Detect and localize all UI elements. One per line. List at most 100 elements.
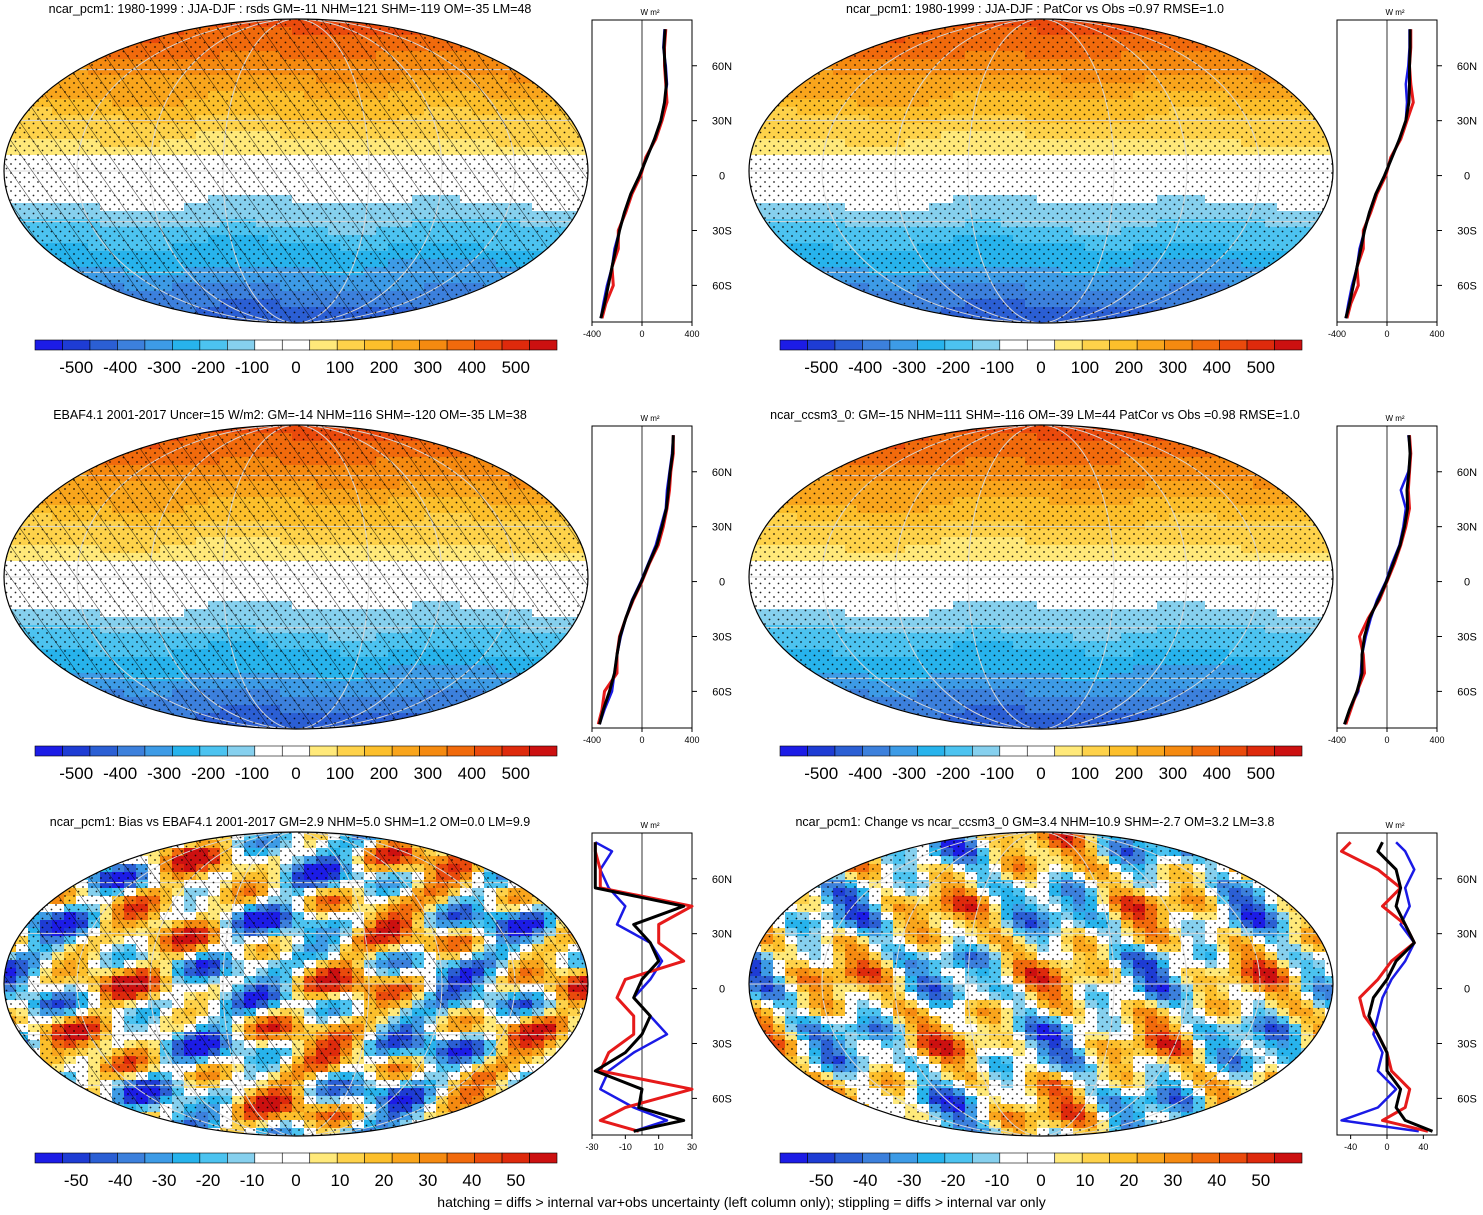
- colorbar-swatch: [972, 745, 1001, 757]
- colorbar-swatch: [1219, 339, 1248, 351]
- colorbar-tick-label: -40: [108, 1171, 133, 1190]
- colorbar-swatch: [889, 339, 918, 351]
- y-tick-label: 0: [719, 577, 725, 589]
- colorbar: -500 -400 -300 -200 -100 0 100 200 300 400 500: [779, 339, 1303, 377]
- colorbar-swatch: [62, 745, 91, 757]
- colorbar-tick-label: -10: [985, 1171, 1010, 1190]
- colorbar-swatch: [944, 1152, 973, 1164]
- colorbar-swatch: [364, 1152, 393, 1164]
- colorbar-swatch: [117, 339, 146, 351]
- y-tick-label: 60S: [1457, 1093, 1477, 1105]
- colorbar-tick-label: 300: [1159, 764, 1187, 783]
- colorbar-swatch: [1274, 339, 1303, 351]
- colorbar-tick-label: 500: [502, 764, 530, 783]
- colorbar-swatch: [281, 1152, 311, 1164]
- colorbar-swatch: [1054, 1152, 1083, 1164]
- x-tick-label: 0: [1384, 735, 1389, 745]
- colorbar: -500 -400 -300 -200 -100 0 100 200 300 400 500: [34, 745, 558, 783]
- y-tick-label: 0: [719, 171, 725, 183]
- profile-series-red: [1340, 841, 1429, 1133]
- colorbar-tick-label: -400: [103, 764, 137, 783]
- colorbar-swatch: [117, 1152, 146, 1164]
- colorbar-tick-label: -400: [848, 764, 882, 783]
- colorbar-swatch: [172, 339, 201, 351]
- colorbar-tick-label: -200: [936, 764, 970, 783]
- colorbar-swatch: [144, 339, 173, 351]
- y-tick-label: 30S: [712, 225, 732, 237]
- zonal-profile: W m² -30 -10 10 30 60N 30N 0 30S 60S: [585, 821, 732, 1152]
- colorbar-tick-label: 40: [1207, 1171, 1226, 1190]
- y-tick-label: 30S: [1457, 631, 1477, 643]
- colorbar-tick-label: 100: [326, 764, 354, 783]
- colorbar-swatch: [1164, 745, 1193, 757]
- colorbar-swatch: [364, 339, 393, 351]
- zonal-profile: W m² -400 0 400 60N 30N 0 30S 60S: [1328, 8, 1477, 339]
- colorbar-swatch: [999, 745, 1028, 757]
- x-tick-label: 400: [684, 735, 699, 745]
- colorbar-swatch: [1136, 339, 1165, 351]
- colorbar-tick-label: -400: [848, 358, 882, 377]
- colorbar-tick-label: -100: [235, 764, 269, 783]
- colorbar-tick-label: -300: [147, 358, 181, 377]
- panel-5: ncar_pcm1: Bias vs EBAF4.1 2001-2017 GM=…: [3, 815, 732, 1190]
- colorbar-tick-label: 200: [1115, 764, 1143, 783]
- colorbar-swatch: [419, 745, 448, 757]
- colorbar-swatch: [862, 1152, 891, 1164]
- colorbar-swatch: [1191, 745, 1220, 757]
- colorbar-swatch: [144, 745, 173, 757]
- colorbar-swatch: [446, 745, 475, 757]
- y-tick-label: 30S: [712, 1038, 732, 1050]
- map-field: [4, 832, 588, 1136]
- colorbar-tick-label: -20: [196, 1171, 221, 1190]
- colorbar-swatch: [34, 339, 63, 351]
- colorbar-swatch: [501, 1152, 530, 1164]
- y-tick-label: 60S: [712, 1093, 732, 1105]
- profile-series-black: [1367, 841, 1434, 1133]
- colorbar-tick-label: 400: [458, 764, 486, 783]
- colorbar-swatch: [917, 745, 946, 757]
- y-tick-label: 30S: [712, 631, 732, 643]
- colorbar-swatch: [1191, 339, 1220, 351]
- profile-unit-label: W m²: [640, 414, 659, 423]
- hatching-overlay: [4, 19, 588, 323]
- y-tick-label: 30S: [1457, 1038, 1477, 1050]
- colorbar-tick-label: 100: [1071, 764, 1099, 783]
- y-tick-label: 30N: [712, 929, 732, 941]
- colorbar-swatch: [501, 745, 530, 757]
- y-tick-label: 60S: [1457, 686, 1477, 698]
- panel-6: ncar_pcm1: Change vs ncar_ccsm3_0 GM=3.4…: [748, 815, 1477, 1190]
- colorbar-swatch: [1026, 1152, 1056, 1164]
- hatching-overlay: [4, 832, 588, 1136]
- colorbar-swatch: [529, 339, 558, 351]
- colorbar-tick-label: 20: [1119, 1171, 1138, 1190]
- colorbar-tick-label: -10: [240, 1171, 265, 1190]
- colorbar-swatch: [227, 1152, 256, 1164]
- colorbar-tick-label: 40: [462, 1171, 481, 1190]
- x-tick-label: 0: [1384, 329, 1389, 339]
- profile-unit-label: W m²: [1385, 414, 1404, 423]
- colorbar: -50 -40 -30 -20 -10 0 10 20 30 40 50: [779, 1152, 1303, 1190]
- map-field: [749, 832, 1333, 1136]
- zonal-profile: W m² -400 0 400 60N 30N 0 30S 60S: [583, 8, 732, 339]
- colorbar-tick-label: 30: [1163, 1171, 1182, 1190]
- colorbar-tick-label: 100: [1071, 358, 1099, 377]
- colorbar-swatch: [1191, 1152, 1220, 1164]
- colorbar-swatch: [1081, 339, 1110, 351]
- profile-series-black: [599, 29, 668, 319]
- panel-title: EBAF4.1 2001-2017 Uncer=15 W/m2: GM=-14 …: [53, 408, 527, 422]
- colorbar-swatch: [117, 745, 146, 757]
- map-outline: [748, 424, 1334, 730]
- map-outline: [748, 18, 1334, 324]
- y-tick-label: 60N: [712, 467, 732, 479]
- colorbar-swatch: [281, 745, 311, 757]
- colorbar-swatch: [834, 745, 863, 757]
- x-tick-label: 0: [1384, 1142, 1389, 1152]
- colorbar-swatch: [1109, 339, 1138, 351]
- colorbar-swatch: [862, 745, 891, 757]
- y-tick-label: 30N: [1457, 522, 1477, 534]
- colorbar-tick-label: 300: [1159, 358, 1187, 377]
- colorbar-swatch: [1136, 1152, 1165, 1164]
- colorbar-swatch: [89, 1152, 118, 1164]
- colorbar-swatch: [309, 339, 338, 351]
